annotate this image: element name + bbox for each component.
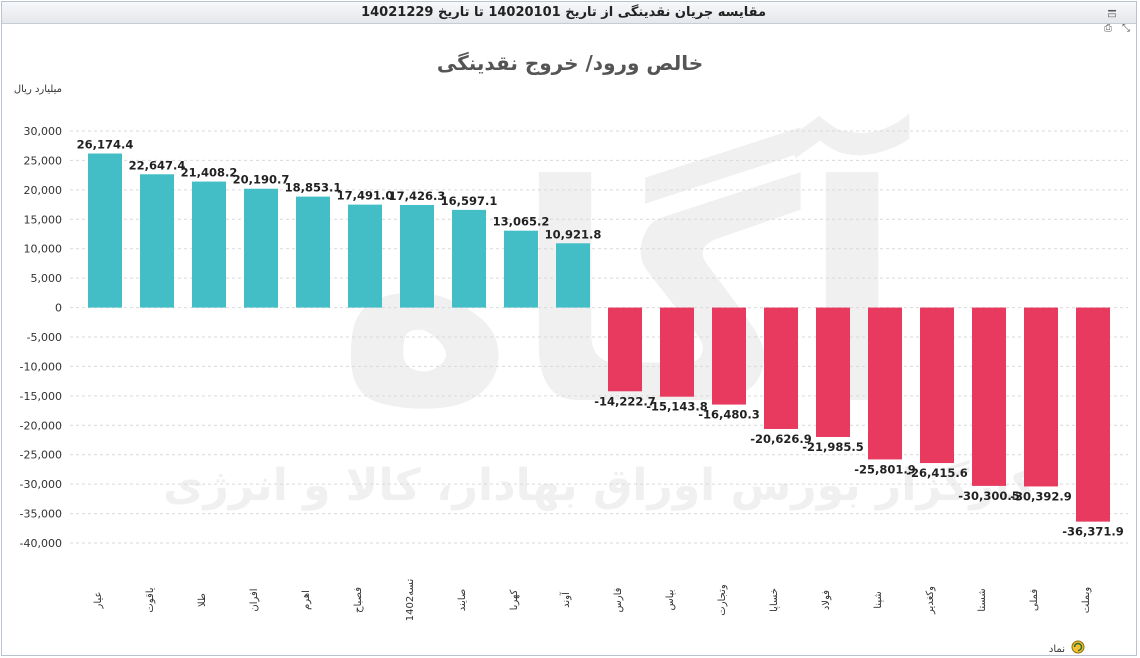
fullscreen-icon[interactable]: ⤡	[1122, 23, 1130, 34]
bar[interactable]	[400, 205, 434, 308]
data-label: -21,985.5	[802, 440, 864, 454]
x-axis-label: نماد	[1049, 644, 1065, 655]
y-axis-ticks: 30,000 25,000 20,000 15,000 10,000 5,000 0 -5,0…	[20, 125, 62, 550]
x-tick-label: شستا	[977, 588, 988, 611]
bar[interactable]	[816, 307, 850, 437]
x-tick-label: وبملت	[1081, 587, 1092, 614]
y-tick-label: -20,000	[20, 419, 62, 432]
y-tick-label: -15,000	[20, 390, 62, 403]
y-tick-label: 0	[55, 302, 62, 315]
data-label: 13,065.2	[493, 215, 550, 229]
x-tick-label: افران	[249, 588, 260, 611]
y-tick-label: -25,000	[20, 449, 62, 462]
bar[interactable]	[1076, 307, 1110, 522]
bar[interactable]	[920, 307, 954, 464]
y-tick-label: -35,000	[20, 508, 62, 521]
bar[interactable]	[296, 196, 330, 308]
bar[interactable]	[192, 181, 226, 308]
bar[interactable]	[868, 307, 902, 460]
panel-title: مقایسه جریان نقدینگی از تاریخ 14020101 ت…	[361, 5, 766, 20]
x-tick-label: فارس	[613, 587, 624, 612]
x-tick-label: طلا	[197, 593, 208, 607]
bar[interactable]	[504, 230, 538, 308]
x-tick-label: خساپا	[769, 588, 780, 612]
data-label: 21,408.2	[181, 166, 238, 180]
data-label: -30,392.9	[1010, 489, 1072, 503]
x-tick-label: فولاد	[821, 590, 832, 610]
data-label: 16,597.1	[441, 194, 498, 208]
y-tick-label: 20,000	[24, 184, 63, 197]
y-tick-label: 5,000	[31, 272, 63, 285]
bar[interactable]	[140, 174, 174, 308]
x-tick-label: فملی	[1029, 589, 1040, 611]
data-labels: 26,174.4 22,647.421,408.220,190.718,853.1…	[77, 138, 1124, 539]
category-labels: عیار یاقوت طلا افران اهرم فصباح تسه1402 صایند که…	[93, 579, 1092, 622]
bar[interactable]	[764, 307, 798, 429]
bar[interactable]	[608, 307, 642, 392]
x-tick-label: تسه1402	[405, 579, 416, 622]
x-tick-label: یاقوت	[145, 587, 156, 612]
data-label: 26,174.4	[77, 138, 134, 152]
data-label: -15,143.8	[646, 400, 708, 414]
bars	[88, 153, 1110, 522]
bar[interactable]	[244, 188, 278, 308]
x-tick-label: بپاس	[665, 589, 676, 610]
y-tick-label: 30,000	[24, 125, 63, 138]
x-tick-label: کهربا	[509, 589, 520, 610]
data-label: -36,371.9	[1062, 525, 1124, 539]
data-label: -20,626.9	[750, 432, 812, 446]
watermark-caption: کارگزار بورس اوراق بهادار، کالا و انرژی	[163, 459, 1037, 511]
data-label: 17,426.3	[389, 189, 446, 203]
x-tick-label: عیار	[93, 592, 104, 610]
bar[interactable]	[556, 243, 590, 308]
bar[interactable]	[660, 307, 694, 397]
print-icon[interactable]: ⎙	[1104, 23, 1112, 34]
y-tick-label: -5,000	[27, 331, 62, 344]
refresh-icon[interactable]	[1071, 640, 1085, 654]
data-label: 20,190.7	[233, 173, 290, 187]
minimize-icon[interactable]: ▁	[1108, 1, 1116, 12]
data-label: -30,300.5	[958, 489, 1020, 503]
bar[interactable]	[972, 307, 1006, 486]
y-tick-label: -10,000	[20, 360, 62, 373]
data-label: 10,921.8	[545, 227, 602, 241]
y-tick-label: 10,000	[24, 243, 63, 256]
bar[interactable]	[348, 204, 382, 308]
data-label: 17,491.0	[337, 189, 394, 203]
panel-header: مقایسه جریان نقدینگی از تاریخ 14020101 ت…	[2, 1, 1136, 34]
data-label: -16,480.3	[698, 408, 760, 422]
data-label: -26,415.6	[906, 466, 968, 480]
y-axis-unit: میلیارد ریال	[14, 84, 62, 95]
watermark: آگاه کارگزار بورس اوراق بهادار، کالا و ا…	[163, 109, 1037, 511]
x-tick-label: شپنا	[873, 591, 884, 608]
chart-title: خالص ورود/ خروج نقدینگی	[437, 51, 703, 75]
x-tick-label: وکغدیر	[925, 586, 936, 615]
x-tick-label: آوند	[559, 591, 572, 608]
y-tick-label: 25,000	[24, 154, 63, 167]
maximize-icon[interactable]: ▭	[1107, 10, 1117, 21]
data-label: -25,801.9	[854, 462, 916, 476]
bar[interactable]	[452, 209, 486, 308]
y-tick-label: -30,000	[20, 478, 62, 491]
data-label: 22,647.4	[129, 158, 186, 172]
x-tick-label: اهرم	[301, 590, 312, 610]
x-tick-label: وتجارت	[717, 584, 728, 616]
y-tick-label: -40,000	[20, 537, 62, 550]
y-tick-label: 15,000	[24, 213, 63, 226]
data-label: -14,222.7	[594, 394, 656, 408]
data-label: 18,853.1	[285, 181, 342, 195]
bar[interactable]	[712, 307, 746, 405]
bar[interactable]	[1024, 307, 1058, 487]
x-tick-label: فصباح	[353, 587, 364, 613]
bar[interactable]	[88, 153, 122, 308]
x-tick-label: صایند	[457, 589, 468, 612]
